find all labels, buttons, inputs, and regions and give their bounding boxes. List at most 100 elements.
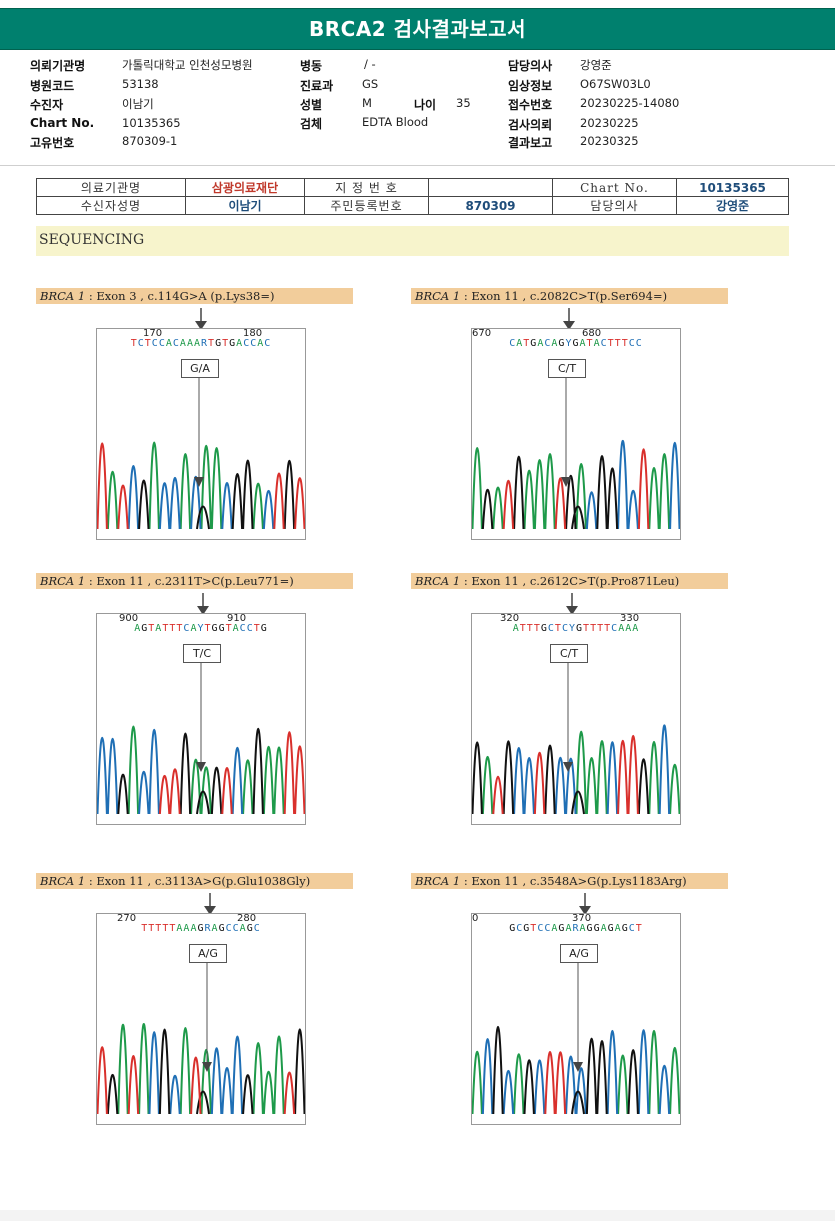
table-cell: 수신자성명	[36, 196, 186, 215]
variant-text: : Exon 11 , c.2311T>C(p.Leu771=)	[88, 574, 294, 588]
trace-a	[127, 725, 285, 815]
position-label: 370	[572, 913, 592, 924]
variant-panel-2: BRCA 1 : Exon 11 , c.2082C>T(p.Ser694=) …	[411, 288, 791, 568]
variant-label: BRCA 1 : Exon 11 , c.2612C>T(p.Pro871Leu…	[411, 573, 728, 589]
variant-label: BRCA 1 : Exon 3 , c.114G>A (p.Lys38=)	[36, 288, 353, 304]
trace-a	[472, 447, 671, 530]
base-sequence: CATGACAGYGATACTTTCC	[509, 338, 643, 349]
pointer-arrow-icon	[563, 762, 573, 772]
down-arrow-icon	[197, 593, 209, 615]
chart-no-label: Chart No.	[30, 116, 95, 130]
base-sequence: ATTTGCTCYGTTTTCAAA	[512, 623, 640, 634]
trace-t	[502, 448, 650, 530]
gene-name: BRCA 1	[40, 574, 86, 588]
clinical-info-value: O67SW03L0	[580, 77, 651, 91]
genotype-call: C/T	[548, 359, 586, 378]
trace-layer	[97, 963, 305, 1115]
gene-name: BRCA 1	[415, 289, 461, 303]
trace-c	[127, 465, 275, 530]
down-arrow-icon	[566, 593, 578, 615]
trace-g	[492, 1025, 639, 1115]
trace-c	[97, 728, 244, 815]
genotype-call: A/G	[560, 944, 598, 963]
table-row: 수신자성명 이남기 주민등록번호 870309 담당의사 강영준	[36, 196, 789, 215]
variant-text: : Exon 11 , c.3548A>G(p.Lys1183Arg)	[463, 874, 687, 888]
trace-a	[117, 1023, 285, 1115]
variant-panel-1: BRCA 1 : Exon 3 , c.114G>A (p.Lys38=) 17…	[36, 288, 416, 568]
chromatogram: 270 280 TTTTTAAAGRAGCCAGC A/G	[96, 913, 306, 1125]
trace-g	[106, 1028, 305, 1115]
department-value: GS	[362, 77, 379, 91]
base-sequence: TTTTTAAAGRAGCCAGC	[141, 923, 261, 934]
variant-label: BRCA 1 : Exon 11 , c.3113A>G(p.Glu1038Gl…	[36, 873, 353, 889]
variant-panel-3: BRCA 1 : Exon 11 , c.2311T>C(p.Leu771=) …	[36, 573, 416, 853]
doctor-value: 강영준	[580, 58, 612, 72]
trace-layer	[472, 378, 680, 530]
age-value: 35	[456, 96, 471, 110]
chromatogram: 170 180 TCTCCACAAARTGTGACCAC G/A	[96, 328, 306, 540]
variant-text: : Exon 11 , c.2612C>T(p.Pro871Leu)	[463, 574, 680, 588]
genotype-call: T/C	[183, 644, 221, 663]
base-sequence: AGTATTTCAYTGGTACCTG	[134, 623, 268, 634]
table-cell: 이남기	[185, 196, 305, 215]
variant-panel-4: BRCA 1 : Exon 11 , c.2612C>T(p.Pro871Leu…	[411, 573, 791, 853]
institution-value: 가톨릭대학교 인천성모병원	[122, 58, 253, 72]
chart-no-value: 10135365	[122, 116, 181, 130]
trace-g	[138, 459, 296, 530]
trace-layer	[472, 963, 680, 1115]
section-title: SEQUENCING	[39, 232, 145, 248]
sex-label: 성별	[300, 98, 323, 112]
table-row: 의료기관명 삼광의료재단 지 정 번 호 Chart No. 10135365	[36, 178, 789, 197]
section-header: SEQUENCING	[36, 226, 789, 256]
down-arrow-icon	[195, 308, 207, 330]
pointer-arrow-icon	[202, 1062, 212, 1072]
sex-value: M	[362, 96, 372, 110]
patient-info: 의뢰기관명 가톨릭대학교 인천성모병원 병원코드 53138 수진자 이남기 C…	[0, 49, 835, 166]
trace-c	[481, 1029, 671, 1115]
trace-c	[585, 439, 680, 530]
table-cell: Chart No.	[552, 178, 677, 197]
title-bar: BRCA2 검사결과보고서	[0, 8, 835, 50]
trace-t	[97, 1046, 296, 1115]
lab-reference-table: 의료기관명 삼광의료재단 지 정 번 호 Chart No. 10135365 …	[36, 178, 789, 215]
table-cell: 강영준	[676, 196, 789, 215]
patient-value: 이남기	[122, 97, 154, 111]
down-arrow-icon	[204, 893, 216, 915]
trace-a	[481, 730, 680, 815]
table-cell	[428, 178, 553, 197]
trace-g	[472, 740, 650, 815]
request-date-value: 20230225	[580, 116, 639, 130]
variant-label: BRCA 1 : Exon 11 , c.2082C>T(p.Ser694=)	[411, 288, 728, 304]
down-arrow-icon	[563, 308, 575, 330]
table-cell: 10135365	[676, 178, 789, 197]
position-label: 320	[500, 613, 520, 624]
trace-layer	[97, 663, 305, 815]
ward-value: / -	[364, 57, 376, 71]
variant-text: : Exon 3 , c.114G>A (p.Lys38=)	[88, 289, 275, 303]
result-date-value: 20230325	[580, 134, 639, 148]
table-cell: 삼광의료재단	[185, 178, 305, 197]
clinical-info-label: 임상정보	[508, 79, 553, 93]
position-label: 330	[620, 613, 640, 624]
institution-label: 의뢰기관명	[30, 59, 86, 73]
variant-panel-5: BRCA 1 : Exon 11 , c.3113A>G(p.Glu1038Gl…	[36, 873, 416, 1153]
gene-name: BRCA 1	[40, 874, 86, 888]
variant-text: : Exon 11 , c.3113A>G(p.Glu1038Gly)	[88, 874, 311, 888]
trace-layer	[97, 378, 305, 530]
trace-g	[117, 727, 264, 815]
trace-a	[106, 441, 264, 530]
unique-id-value: 870309-1	[122, 134, 178, 148]
trace-c	[148, 1031, 244, 1115]
pointer-arrow-icon	[573, 1062, 583, 1072]
base-sequence: GCGTCCAGARAGGAGAGCT	[509, 923, 643, 934]
request-date-label: 검사의뢰	[508, 118, 553, 132]
position-label: 180	[243, 328, 263, 339]
trace-t	[97, 442, 305, 530]
chromatogram: 670 680 CATGACAGYGATACTTTCC C/T	[471, 328, 681, 540]
hospital-code-value: 53138	[122, 77, 159, 91]
age-label: 나이	[414, 98, 437, 112]
trace-t	[158, 731, 305, 815]
variant-label: BRCA 1 : Exon 11 , c.3548A>G(p.Lys1183Ar…	[411, 873, 728, 889]
variant-label: BRCA 1 : Exon 11 , c.2311T>C(p.Leu771=)	[36, 573, 353, 589]
